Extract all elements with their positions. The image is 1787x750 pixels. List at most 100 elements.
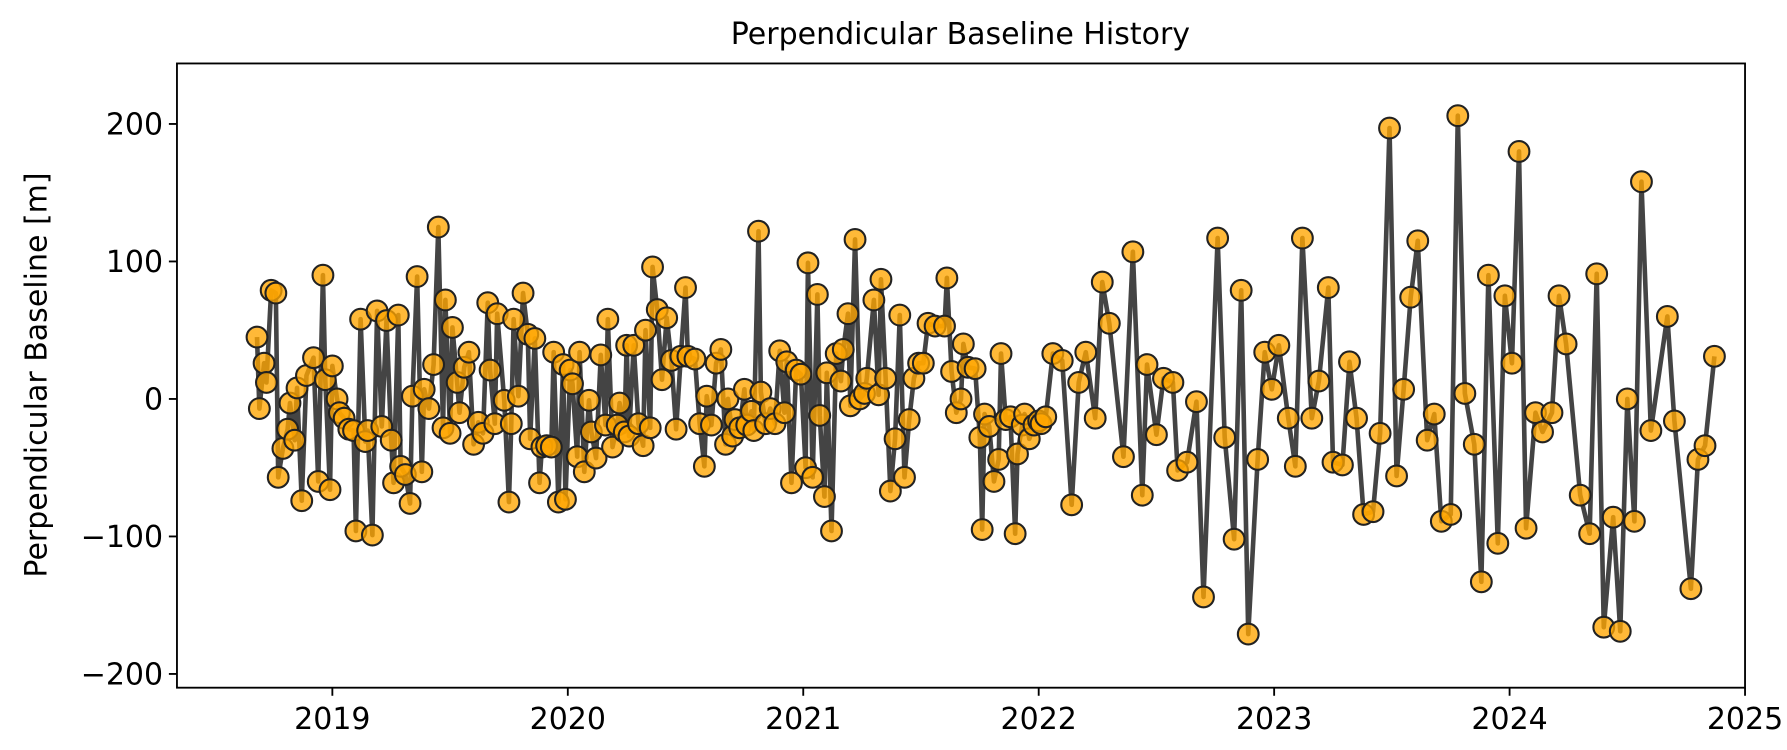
data-point [318, 478, 342, 502]
data-point [695, 384, 719, 408]
data-point [622, 333, 646, 357]
data-point [1112, 445, 1135, 469]
data-point [1361, 500, 1385, 524]
x-tick-label: 2025 [1707, 702, 1783, 737]
data-point [379, 428, 403, 452]
data-point [831, 338, 855, 361]
data-point [935, 266, 959, 290]
data-point [577, 388, 601, 412]
data-point [888, 303, 912, 327]
data-point [502, 307, 526, 331]
data-point [1067, 371, 1091, 394]
data-point [1097, 311, 1121, 335]
data-point [949, 387, 973, 411]
plot-frame [176, 62, 1746, 689]
data-point [1222, 527, 1246, 551]
data-point [1144, 423, 1168, 447]
y-tick-label: −200 [81, 657, 163, 692]
data-point [893, 465, 916, 489]
data-point [1283, 454, 1307, 478]
data-point [1260, 377, 1284, 401]
data-point [1229, 278, 1253, 302]
data-point [1514, 516, 1538, 540]
data-point [1290, 226, 1314, 250]
data-point [1161, 371, 1185, 394]
data-point [448, 401, 471, 425]
y-tick-label: 0 [144, 382, 163, 417]
data-point [655, 306, 679, 330]
data-point [1679, 577, 1703, 601]
data-point [1693, 434, 1717, 458]
data-point [539, 435, 563, 459]
data-point [1213, 426, 1237, 449]
data-point [836, 302, 860, 326]
data-point [506, 384, 530, 408]
data-point [1060, 493, 1084, 517]
x-tick-label: 2021 [765, 702, 841, 737]
x-tick-label: 2024 [1471, 702, 1547, 737]
data-point [789, 362, 813, 386]
data-point [813, 485, 836, 508]
data-point [780, 471, 803, 495]
data-point [245, 325, 269, 349]
y-tick-label: 200 [106, 107, 163, 142]
data-point [1090, 270, 1114, 294]
data-point [1300, 406, 1324, 430]
data-point [1316, 276, 1340, 300]
data-point [511, 281, 535, 305]
data-point [1006, 442, 1029, 466]
data-point [478, 358, 502, 382]
data-point [970, 518, 994, 541]
data-point [1074, 340, 1098, 364]
data-point [1568, 483, 1592, 507]
data-point [596, 307, 620, 331]
data-point [911, 351, 935, 375]
data-point [989, 342, 1013, 366]
data-point [433, 288, 457, 312]
data-point [634, 318, 657, 342]
data-point [747, 219, 770, 243]
chart-title: Perpendicular Baseline History [731, 17, 1190, 52]
data-point [796, 251, 820, 275]
data-point [674, 276, 697, 300]
data-point [1236, 622, 1260, 646]
data-point [772, 401, 796, 425]
data-point [1615, 387, 1639, 411]
data-point [1554, 332, 1578, 356]
data-point [1267, 333, 1291, 357]
data-point [1130, 483, 1154, 507]
data-point [1338, 350, 1361, 374]
data-point [650, 368, 674, 392]
data-point [1083, 406, 1107, 430]
data-point [497, 490, 521, 514]
data-point [255, 371, 278, 394]
data-point [422, 353, 446, 377]
data-point [1462, 432, 1486, 456]
data-point [709, 338, 733, 361]
data-point [878, 479, 902, 503]
data-point [963, 357, 987, 381]
data-point [1246, 448, 1270, 471]
data-point [1192, 585, 1215, 609]
data-point [1630, 170, 1653, 194]
data-point [1531, 420, 1554, 444]
data-point [499, 412, 523, 436]
y-axis-label: Perpendicular Baseline [m] [20, 172, 55, 577]
data-point [1578, 522, 1602, 546]
data-point [441, 316, 464, 339]
data-point [829, 369, 853, 393]
data-point [897, 408, 921, 431]
data-point [568, 340, 591, 364]
data-point [1662, 409, 1686, 433]
y-tick-label: −100 [81, 520, 163, 555]
data-point [417, 397, 441, 420]
data-point [1540, 401, 1564, 425]
data-point [266, 465, 290, 489]
data-point [1331, 453, 1354, 477]
data-point [561, 372, 584, 396]
data-point [311, 263, 335, 287]
data-point [933, 314, 956, 338]
data-point [457, 340, 481, 364]
data-point [1345, 406, 1368, 430]
